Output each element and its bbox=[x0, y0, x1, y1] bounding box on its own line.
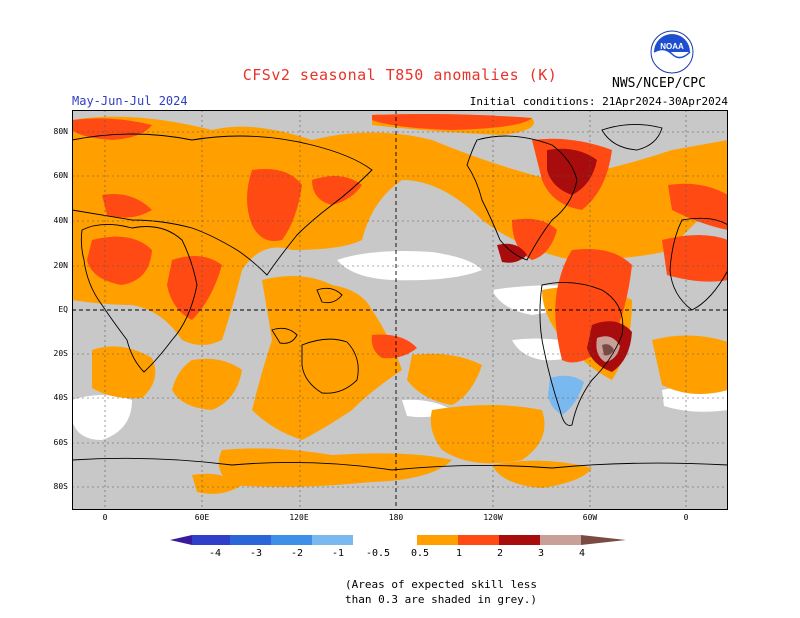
lon-label-120e: 120E bbox=[289, 513, 309, 522]
equator-dateline bbox=[72, 110, 728, 510]
colorbar-label: 0.5 bbox=[410, 548, 430, 559]
lon-label-120w: 120W bbox=[483, 513, 503, 522]
skill-note: (Areas of expected skill less than 0.3 a… bbox=[345, 577, 537, 607]
skill-note-line2: than 0.3 are shaded in grey.) bbox=[345, 593, 538, 606]
agency-label: NWS/NCEP/CPC bbox=[612, 76, 706, 91]
colorbar-swatch bbox=[353, 535, 417, 545]
lat-label-20s: 20S bbox=[53, 349, 68, 358]
lon-label-0-east: 0 bbox=[683, 513, 689, 522]
lat-label-40s: 40S bbox=[53, 393, 68, 402]
lon-label-0: 0 bbox=[102, 513, 108, 522]
gridlines bbox=[72, 110, 728, 510]
colorbar-label: -3 bbox=[249, 548, 263, 559]
colorbar-swatch bbox=[312, 535, 353, 545]
colorbar-label: -1 bbox=[331, 548, 345, 559]
map-title: CFSv2 seasonal T850 anomalies (K) bbox=[242, 66, 558, 84]
colorbar-label: 4 bbox=[578, 548, 586, 559]
colorbar-label: -0.5 bbox=[365, 548, 391, 559]
colorbar-label: 3 bbox=[537, 548, 545, 559]
forecast-period: May-Jun-Jul 2024 bbox=[72, 94, 188, 108]
lat-label-80n: 80N bbox=[53, 127, 68, 136]
colorbar-arrow-low bbox=[170, 535, 192, 545]
lon-label-60e: 60E bbox=[194, 513, 210, 522]
lat-label-40n: 40N bbox=[53, 216, 68, 225]
anomaly-map bbox=[72, 110, 728, 510]
colorbar-label: 2 bbox=[496, 548, 504, 559]
colorbar-swatch bbox=[230, 535, 271, 545]
anomaly-neg-area bbox=[548, 375, 584, 415]
colorbar-swatch bbox=[540, 535, 581, 545]
lat-label-60s: 60S bbox=[53, 438, 68, 447]
lat-label-eq: EQ bbox=[58, 305, 68, 314]
lon-label-60w: 60W bbox=[582, 513, 598, 522]
lat-label-20n: 20N bbox=[53, 261, 68, 270]
lat-label-80s: 80S bbox=[53, 482, 68, 491]
map-frame bbox=[72, 110, 728, 510]
colorbar-swatch bbox=[192, 535, 230, 545]
colorbar-swatch bbox=[499, 535, 540, 545]
colorbar-label: 1 bbox=[455, 548, 463, 559]
colorbar-arrow-high bbox=[581, 535, 626, 545]
initial-conditions: Initial conditions: 21Apr2024-30Apr2024 bbox=[469, 95, 728, 108]
colorbar-swatch bbox=[417, 535, 458, 545]
noaa-logo-text: NOAA bbox=[660, 42, 684, 51]
lat-label-60n: 60N bbox=[53, 171, 68, 180]
colorbar-label: -4 bbox=[208, 548, 222, 559]
colorbar-label: -2 bbox=[290, 548, 304, 559]
colorbar-swatch bbox=[458, 535, 499, 545]
colorbar bbox=[170, 535, 626, 545]
colorbar-swatch bbox=[271, 535, 312, 545]
lon-label-180: 180 bbox=[388, 513, 404, 522]
anomaly-gt-4-area bbox=[602, 344, 614, 356]
skill-note-line1: (Areas of expected skill less bbox=[345, 578, 538, 591]
noaa-logo: NOAA bbox=[650, 30, 694, 74]
